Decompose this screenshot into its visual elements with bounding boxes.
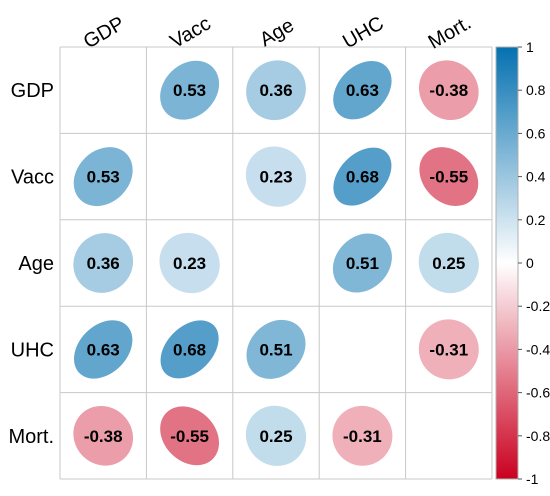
corr-value-label: -0.55 [429,168,468,187]
corr-value-label: 0.68 [173,340,206,359]
corr-ellipse-UHC-Age [246,319,306,379]
colorbar-tick-label: -0.4 [526,341,550,357]
corr-ellipse-Vacc-UHC [333,147,392,206]
corr-ellipse-UHC-Vacc [160,320,219,379]
corr-ellipse-Age-Vacc [159,232,220,294]
corr-ellipse-Vacc-Age [245,146,307,207]
row-label: Mort. [8,426,54,448]
corr-ellipse-Mort.-GDP [73,405,134,466]
corr-ellipse-UHC-Mort. [418,319,479,380]
colorbar-tick-label: 0.6 [526,125,546,141]
colorbar-tick-label: 0.4 [526,169,546,185]
corr-value-label: 0.23 [173,254,206,273]
colorbar-tick-label: -0.8 [526,428,550,444]
corr-ellipse-Mort.-Vacc [160,406,220,466]
corr-ellipse-GDP-Mort. [418,60,479,121]
corr-value-label: -0.31 [429,340,468,359]
colorbar-tick-label: -0.6 [526,385,550,401]
cell-grid [59,46,493,480]
column-label: Age [256,14,298,51]
corr-value-label: 0.25 [432,254,465,273]
colorbar-tick-label: 0.8 [526,82,546,98]
row-label: Age [18,253,54,275]
corr-value-label: 0.53 [87,168,120,187]
corr-value-label: -0.55 [170,427,209,446]
corr-value-label: 0.25 [259,427,292,446]
colorbar-tick-label: -0.2 [526,298,550,314]
row-label: UHC [11,339,54,361]
corr-value-label: 0.51 [346,254,379,273]
corr-ellipse-Age-GDP [73,233,134,293]
corr-value-label: 0.53 [173,81,206,100]
corr-ellipse-Age-UHC [332,233,392,293]
corr-ellipse-Mort.-UHC [332,405,393,466]
corr-ellipse-Age-Mort. [418,232,479,294]
colorbar-tick-label: 1 [526,39,534,55]
corr-value-label: -0.31 [343,427,382,446]
corr-value-label: 0.63 [87,340,120,359]
corr-value-label: 0.63 [346,81,379,100]
corr-value-label: -0.38 [84,427,123,446]
corr-value-label: 0.36 [87,254,120,273]
corr-value-label: 0.68 [346,168,379,187]
colorbar-tick-label: 0.2 [526,212,546,228]
row-label: Vacc [11,167,54,189]
colorbar [495,46,519,480]
corr-value-label: 0.23 [259,168,292,187]
colorbar-tick-label: 0 [526,255,534,271]
colorbar-tick-label: -1 [526,471,539,487]
corr-ellipse-Vacc-Mort. [419,147,479,207]
corr-ellipse-GDP-Vacc [160,60,220,120]
corr-value-label: -0.38 [429,81,468,100]
corr-value-label: 0.51 [259,340,292,359]
corr-ellipse-UHC-GDP [74,320,133,379]
corr-ellipse-GDP-Age [246,60,306,121]
corr-ellipse-Vacc-GDP [73,147,133,207]
row-label: GDP [11,80,54,102]
corr-ellipse-Mort.-Age [245,405,307,466]
corr-value-label: 0.36 [259,81,292,100]
corr-ellipse-GDP-UHC [333,61,392,120]
